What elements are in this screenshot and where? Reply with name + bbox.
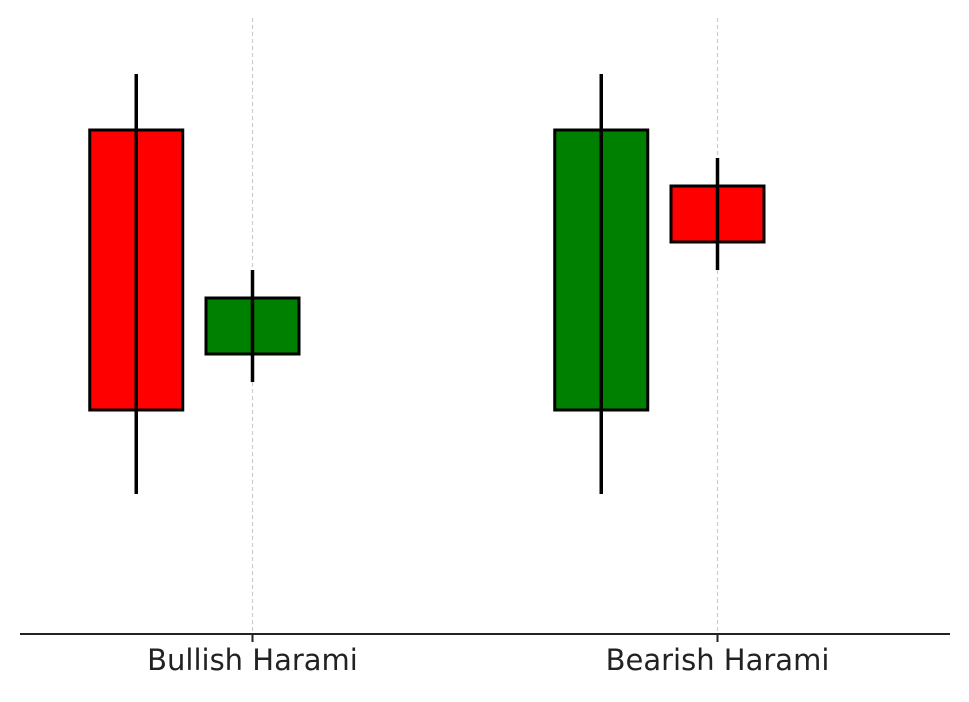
x-tick-label: Bearish Harami [606,643,830,677]
x-tick-label: Bullish Harami [147,643,358,677]
